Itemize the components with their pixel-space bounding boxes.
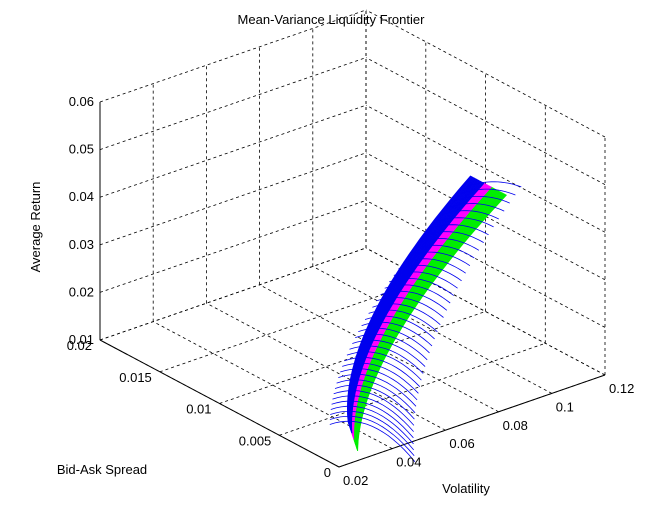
y-tick-label: 0.005: [239, 433, 272, 448]
x-tick-label: 0.12: [609, 381, 634, 396]
z-axis-label: Average Return: [28, 182, 43, 273]
surface-tail-curve: [361, 321, 433, 347]
surface-tail-curve: [333, 390, 415, 426]
grid-line: [99, 152, 367, 246]
x-tick-label: 0.1: [556, 399, 574, 414]
z-tick-label: 0.01: [69, 332, 94, 347]
surface-tail-curve: [331, 400, 414, 439]
surface-tail-curve: [419, 238, 480, 251]
grid-layer: [99, 9, 606, 468]
z-tick-label: 0.02: [69, 284, 94, 299]
grid-line: [99, 104, 367, 198]
grid-line: [159, 279, 426, 373]
grid-line: [279, 342, 546, 436]
grid-line: [99, 200, 367, 293]
surface-tail-curve: [344, 357, 421, 387]
surface-tail-curve: [346, 351, 422, 381]
surface-tail-curve: [329, 420, 416, 462]
x-axis-label: Volatility: [442, 481, 490, 496]
surface-tail-curve: [349, 345, 424, 374]
surface-tail-curve: [393, 271, 458, 289]
grid-line: [99, 57, 367, 150]
surface-tail-curve: [408, 251, 471, 267]
surface-tail-curve: [461, 188, 516, 196]
surface-tail-curve: [398, 264, 462, 282]
surface-tail-curve: [372, 303, 441, 326]
z-tick-label: 0.06: [69, 94, 94, 109]
surface-tail-curve: [380, 290, 448, 311]
x-tick-label: 0.06: [449, 436, 474, 451]
surface-tail-curve: [467, 181, 522, 188]
surface-tail-curve: [413, 244, 475, 259]
surface-tail-curve: [454, 196, 510, 204]
surface-tail-curve: [442, 210, 499, 220]
z-tick-label: 0.04: [69, 189, 94, 204]
y-axis-label: Bid-Ask Spread: [57, 462, 147, 477]
y-tick-label: 0.02: [67, 338, 92, 353]
surface-tail-curve: [338, 373, 417, 407]
x-tick-label: 0.02: [343, 473, 368, 488]
surface-layer: [329, 175, 522, 462]
surface-tail-curve: [329, 415, 415, 457]
surface-tail-curve: [389, 277, 455, 296]
grid-line: [99, 9, 367, 103]
x-tick-label: 0.08: [503, 418, 528, 433]
x-tick-label: 0.04: [396, 455, 421, 470]
surface-tail-curve: [334, 384, 415, 420]
surface-tail-curve: [384, 284, 451, 304]
y-axis-line: [99, 339, 340, 468]
z-tick-label: 0.03: [69, 237, 94, 252]
surface-tail-curve: [340, 368, 418, 401]
surface-tail-curve: [368, 309, 438, 333]
y-tick-label: 0.01: [186, 402, 211, 417]
y-tick-label: 0: [324, 465, 331, 480]
surface-tail-curve: [424, 231, 484, 243]
surface-tail-curve: [430, 224, 489, 236]
surface-tail-curve: [330, 410, 415, 451]
surface-tail-curve: [332, 395, 414, 432]
surface-tail-curve: [376, 297, 444, 318]
grid-line: [312, 266, 552, 394]
tick-layer: 0.02 0.04 0.06 0.08 0.1 0.12 0 0.005 0.01 0.015 0.…: [67, 94, 635, 488]
surface-tail-curve: [358, 327, 430, 354]
surface-curve: [347, 175, 472, 423]
surface-tail-curve: [330, 405, 414, 445]
y-tick-label: 0.015: [119, 370, 152, 385]
surface-tail-curve: [336, 379, 416, 414]
surface-tail-curve: [355, 333, 428, 361]
surface-tail-curve: [352, 339, 426, 367]
grid-line: [219, 311, 486, 404]
z-tick-label: 0.05: [69, 142, 94, 157]
surface-tail-curve: [448, 203, 505, 212]
surface-tail-curve: [342, 362, 419, 394]
x-axis-line: [338, 374, 606, 468]
chart-title: Mean-Variance Liquidity Frontier: [238, 12, 426, 27]
grid-line: [99, 247, 367, 341]
surface-tail-curve: [364, 315, 435, 340]
surface-tail-curve: [403, 258, 466, 274]
surface-tail-curve: [436, 217, 494, 228]
